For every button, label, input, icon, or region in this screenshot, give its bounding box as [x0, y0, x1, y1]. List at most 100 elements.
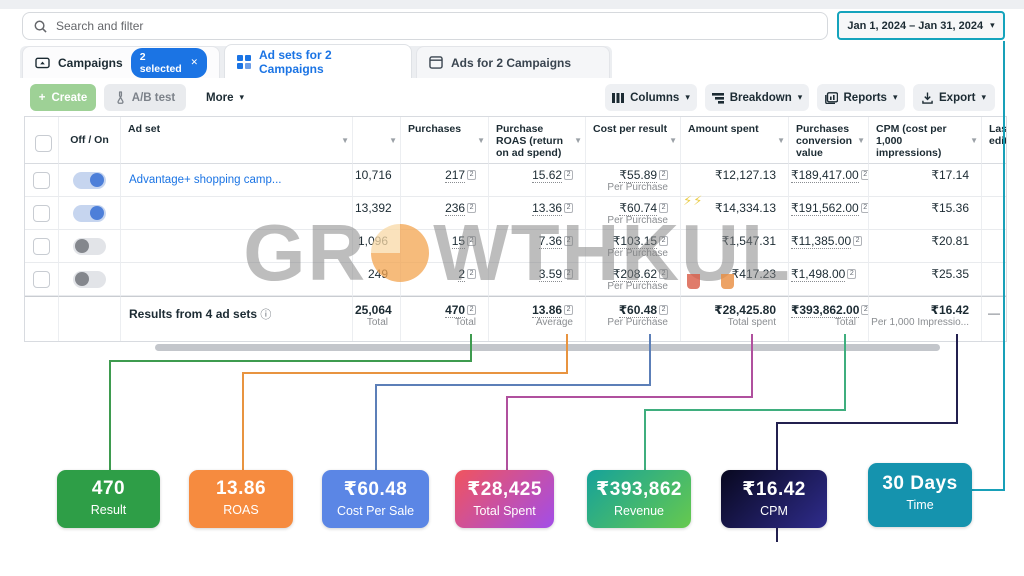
export-button[interactable]: Export ▾: [913, 84, 995, 111]
selected-count-badge[interactable]: 2 selected ✕: [130, 47, 207, 78]
row-checkbox[interactable]: [33, 171, 50, 189]
adset-toggle[interactable]: [73, 237, 106, 255]
more-button[interactable]: More ▾: [205, 91, 244, 104]
results-cell: 249: [353, 263, 401, 296]
adset-toggle[interactable]: [73, 270, 106, 288]
select-all-checkbox-cell: [25, 117, 59, 164]
summary-cpm: ₹16.42 Per 1,000 Impressio...: [869, 296, 982, 341]
summary-label-cell: Results from 4 ad sets ⓘ: [121, 296, 353, 341]
sort-caret-icon: ▼: [477, 136, 485, 145]
row-toggle-cell: [59, 263, 121, 296]
metric-card-cpm: ₹16.42 CPM: [721, 470, 827, 528]
column-header-off-on: Off / On: [59, 117, 121, 164]
column-header-results[interactable]: ▼: [353, 117, 401, 164]
attribution-badge: 2: [467, 170, 476, 180]
row-checkbox-cell: [25, 164, 59, 197]
date-range-selector[interactable]: Jan 1, 2024 – Jan 31, 2024 ▾: [837, 11, 1005, 40]
connector-total-spent: [506, 334, 753, 471]
sort-caret-icon: ▼: [777, 136, 785, 145]
tab-ads-label: Ads for 2 Campaigns: [451, 55, 572, 70]
reports-button[interactable]: Reports ▾: [817, 84, 905, 111]
sort-caret-icon: ▼: [389, 136, 397, 145]
column-header-amount-spent[interactable]: Amount spent ▼: [681, 117, 789, 164]
adset-toggle[interactable]: [73, 204, 106, 222]
column-header-last-edit[interactable]: Last edit: [982, 117, 1006, 164]
adset-name-cell: [121, 263, 353, 296]
conversion-value-cell: ₹11,385.00 2: [789, 230, 869, 263]
connector-revenue: [644, 334, 846, 471]
reports-icon: [824, 91, 838, 104]
columns-button[interactable]: Columns ▾: [605, 84, 697, 111]
conversion-value-cell: ₹189,417.00 2: [789, 164, 869, 197]
flask-icon: [115, 91, 126, 104]
tab-ad-sets[interactable]: Ad sets for 2 Campaigns: [224, 44, 412, 78]
plus-icon: +: [38, 91, 46, 104]
adset-name-cell: [121, 230, 353, 263]
sort-caret-icon: ▼: [341, 136, 349, 145]
tab-ads[interactable]: Ads for 2 Campaigns: [416, 46, 610, 78]
horizontal-scrollbar[interactable]: [155, 344, 940, 351]
cpm-cell: ₹15.36: [869, 197, 982, 230]
column-header-ad-set[interactable]: Ad set ▼: [121, 117, 353, 164]
row-checkbox[interactable]: [33, 204, 50, 222]
chevron-down-icon: ▾: [685, 92, 690, 102]
adset-name-cell: [121, 197, 353, 230]
adset-name-link[interactable]: Advantage+ shopping camp...: [129, 174, 282, 186]
results-cell: 10,716: [353, 164, 401, 197]
amount-spent-cell: ₹12,127.13: [681, 164, 789, 197]
adset-toggle[interactable]: [73, 171, 106, 189]
breakdown-button[interactable]: Breakdown ▾: [705, 84, 809, 111]
top-strip: [0, 0, 1024, 9]
summary-cost-per-result: ₹60.48 2 Per Purchase: [586, 296, 681, 341]
chevron-down-icon: ▾: [990, 20, 995, 30]
sort-caret-icon: ▼: [857, 136, 865, 145]
results-cell: 13,392: [353, 197, 401, 230]
ad-sets-table: Off / On Ad set ▼ ▼ Purchases ▼ Purchase R…: [24, 116, 1007, 342]
cost-per-result-cell: ₹60.74 2 Per Purchase: [586, 197, 681, 230]
tab-campaigns[interactable]: Campaigns 2 selected ✕: [22, 46, 220, 78]
purchases-cell: 236 2: [401, 197, 489, 230]
column-header-cpm[interactable]: CPM (cost per 1,000 impressions) ▼: [869, 117, 982, 164]
column-header-conversion-value[interactable]: Purchases conversion value ▼: [789, 117, 869, 164]
metric-card-revenue: ₹393,862 Revenue: [587, 470, 691, 528]
connector-result: [109, 334, 472, 471]
ab-test-button[interactable]: A/B test: [104, 84, 186, 111]
search-icon: [34, 20, 47, 33]
connector-roas: [242, 334, 568, 471]
chevron-down-icon: ▾: [239, 92, 244, 102]
select-all-checkbox[interactable]: [34, 134, 52, 152]
row-checkbox[interactable]: [33, 237, 50, 255]
chevron-down-icon: ▾: [892, 92, 898, 102]
cost-per-result-cell: ₹103.15 2 Per Purchase: [586, 230, 681, 263]
connector-cost-per-sale: [375, 334, 651, 471]
ads-page-icon: [429, 56, 443, 69]
last-edit-cell: [982, 263, 1006, 296]
summary-results: 25,064 Total: [353, 296, 401, 341]
row-toggle-cell: [59, 197, 121, 230]
row-checkbox-cell: [25, 230, 59, 263]
metric-card-result: 470 Result: [57, 470, 160, 528]
summary-amount-spent: ₹28,425.80 Total spent: [681, 296, 789, 341]
row-toggle-cell: [59, 230, 121, 263]
metric-card-total-spent: ₹28,425 Total Spent: [455, 470, 554, 528]
column-header-roas[interactable]: Purchase ROAS (return on ad spend) ▼: [489, 117, 586, 164]
search-placeholder: Search and filter: [56, 19, 144, 33]
remove-selection-icon[interactable]: ✕: [190, 57, 198, 67]
column-header-cost-per-result[interactable]: Cost per result ▼: [586, 117, 681, 164]
summary-conversion-value: ₹393,862.00 2 Total: [789, 296, 869, 341]
amount-spent-cell: ₹14,334.13: [681, 197, 789, 230]
row-checkbox[interactable]: [33, 270, 50, 288]
column-header-purchases[interactable]: Purchases ▼: [401, 117, 489, 164]
download-icon: [922, 92, 933, 104]
conversion-value-cell: ₹191,562.00 2: [789, 197, 869, 230]
roas-cell: 3.59 2: [489, 263, 586, 296]
info-icon[interactable]: ⓘ: [260, 309, 272, 321]
tab-ad-sets-label: Ad sets for 2 Campaigns: [259, 47, 332, 76]
create-button[interactable]: + Create: [30, 84, 96, 111]
results-cell: 1,096: [353, 230, 401, 263]
date-range-text: Jan 1, 2024 – Jan 31, 2024: [847, 19, 984, 32]
metric-card-roas: 13.86 ROAS: [189, 470, 293, 528]
search-input[interactable]: Search and filter: [22, 12, 828, 40]
